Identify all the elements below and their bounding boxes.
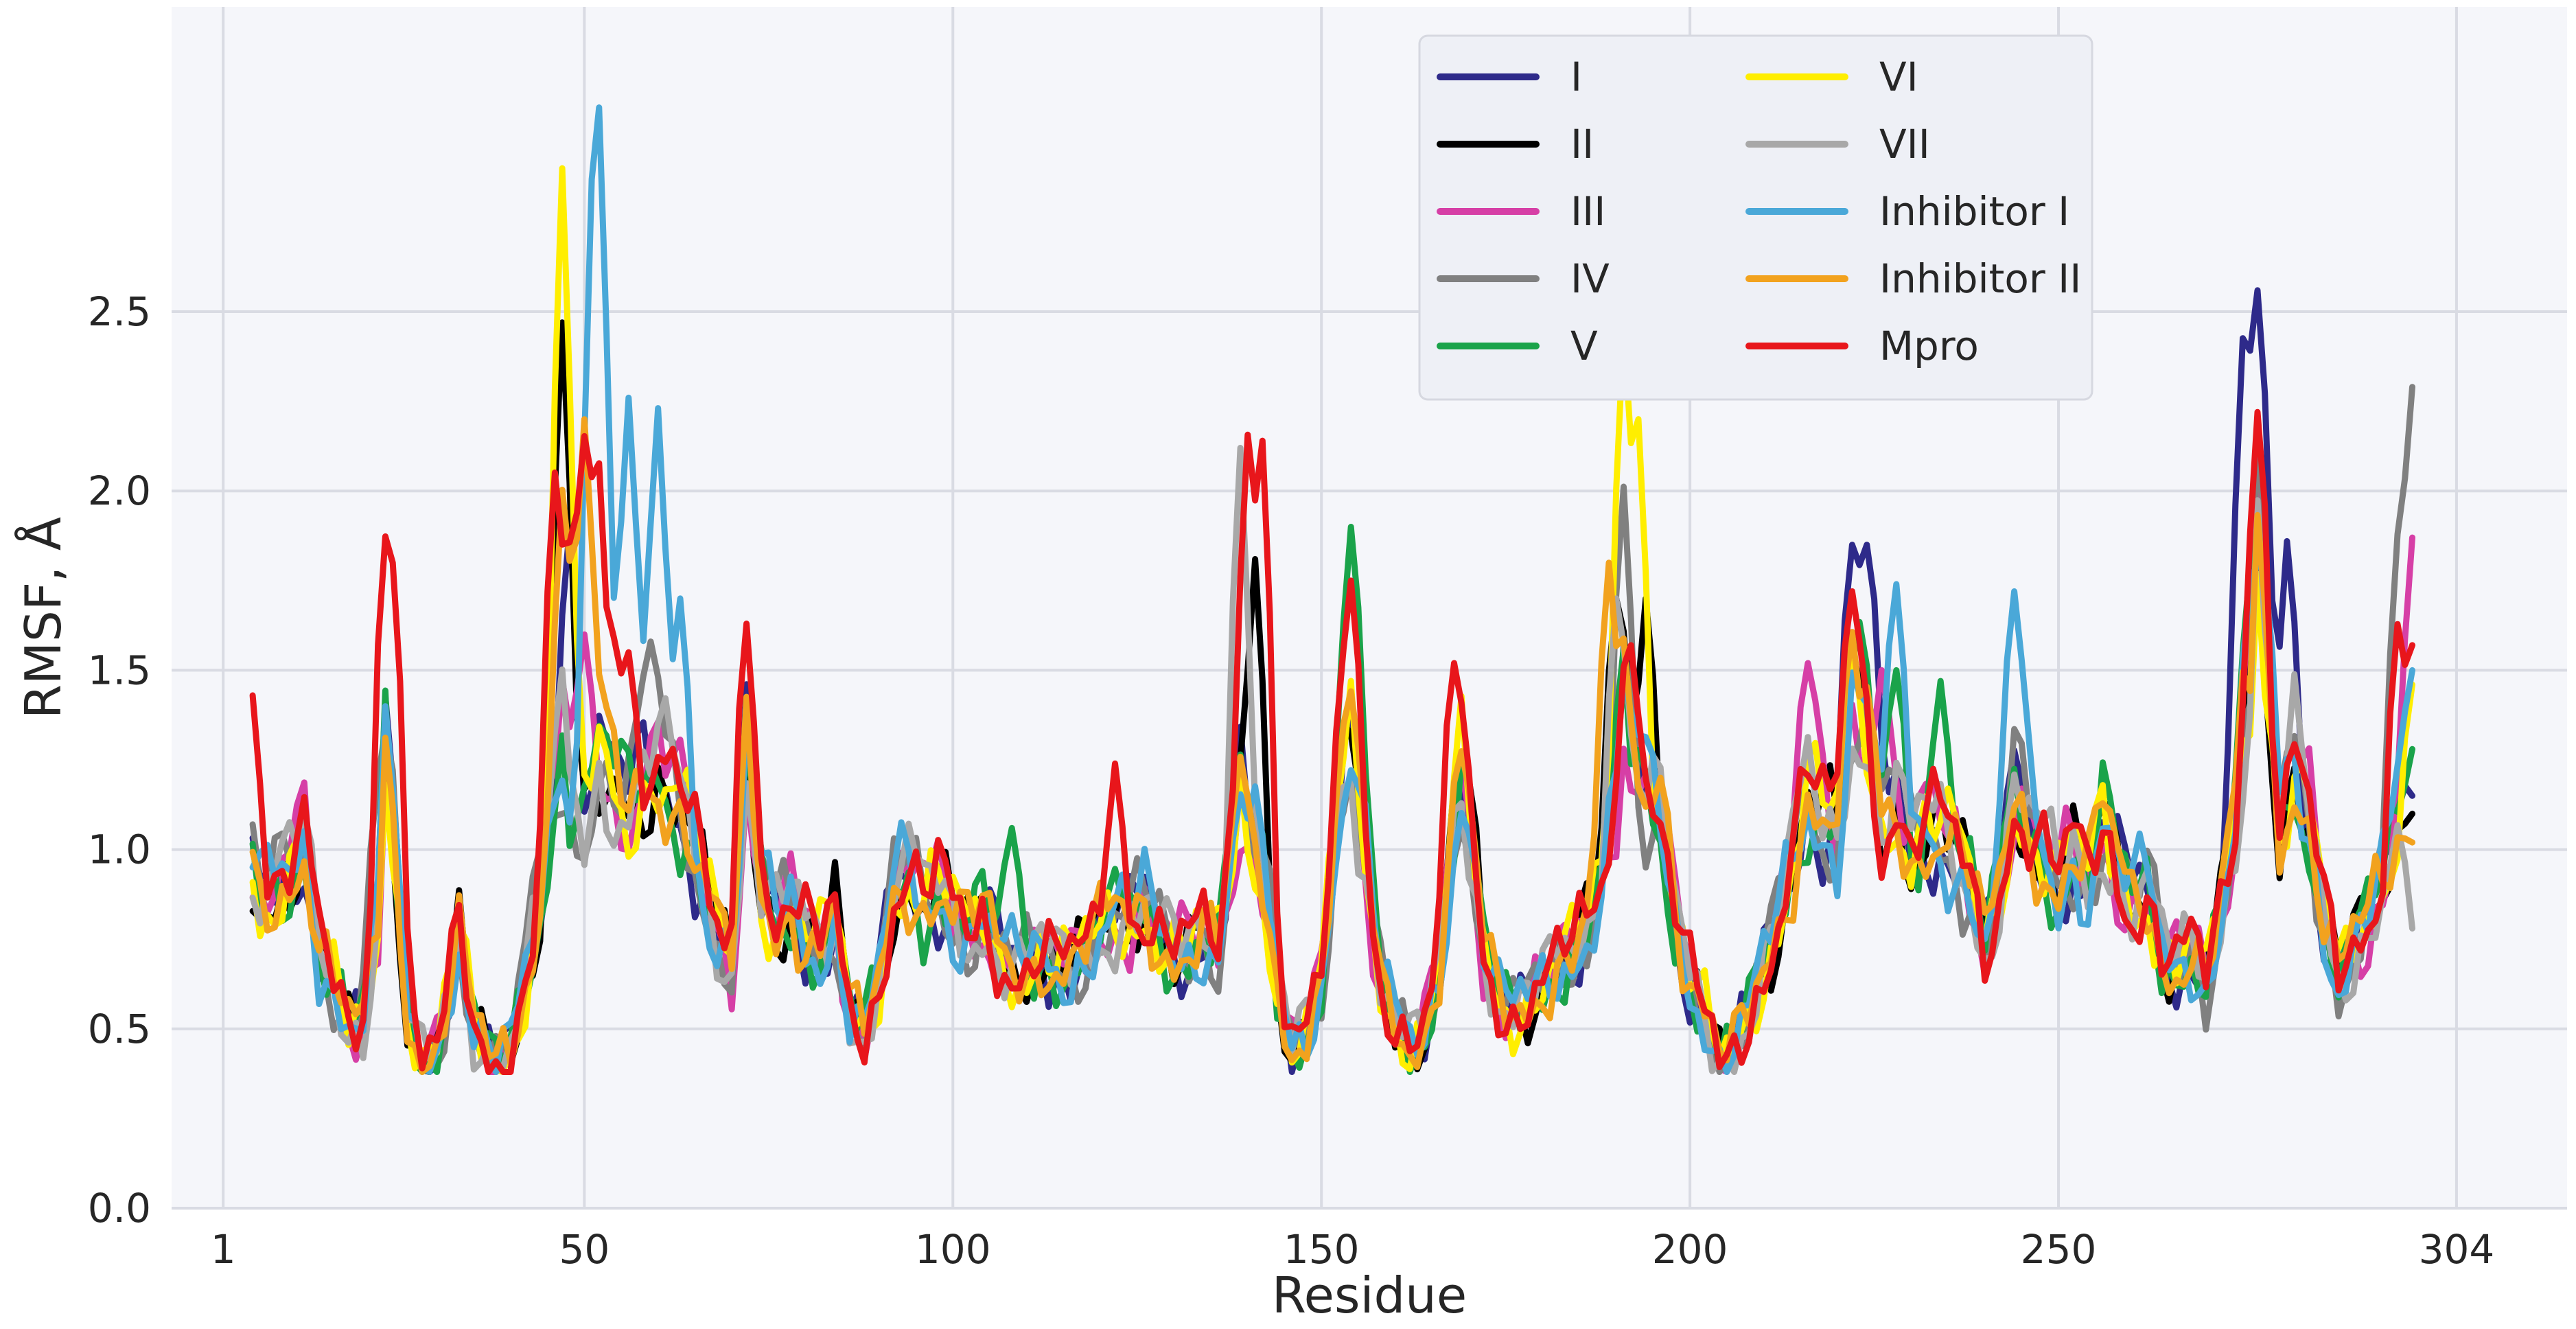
series-line-mpro [249, 408, 2415, 1075]
y-tick-label: 2.5 [88, 288, 151, 335]
x-tick-label: 1 [211, 1226, 236, 1273]
legend-item: II [1437, 121, 1594, 167]
legend-label: III [1570, 188, 1605, 235]
x-tick-label: 50 [559, 1226, 610, 1273]
y-tick-labels: 0.0 0.5 1.0 1.5 2.0 2.5 [88, 288, 151, 1232]
legend-label: II [1570, 121, 1594, 167]
y-tick-label: 0.0 [88, 1185, 151, 1232]
legend-item: I [1437, 54, 1582, 100]
x-tick-label: 100 [915, 1226, 991, 1273]
legend-item: IV [1437, 255, 1610, 302]
legend-label: Mpro [1879, 323, 1979, 369]
x-tick-label: 200 [1652, 1226, 1728, 1273]
x-tick-label: 304 [2419, 1226, 2495, 1273]
legend-item: Inhibitor II [1745, 255, 2081, 302]
x-tick-label: 250 [2021, 1226, 2097, 1273]
legend-item: VII [1745, 121, 1930, 167]
x-tick-label: 150 [1284, 1226, 1360, 1273]
legend-label: V [1570, 323, 1598, 369]
legend-item: Inhibitor I [1745, 188, 2069, 235]
legend-item: III [1437, 188, 1605, 235]
y-tick-label: 1.5 [88, 647, 151, 693]
legend-label: IV [1570, 255, 1610, 302]
legend-label: Inhibitor I [1879, 188, 2069, 235]
legend-label: I [1570, 54, 1582, 100]
legend-box [1418, 34, 2093, 401]
legend-label: Inhibitor II [1879, 255, 2081, 302]
legend-item: VI [1745, 54, 1918, 100]
x-axis-title: Residue [1272, 1267, 1467, 1324]
legend-label: VI [1879, 54, 1918, 100]
legend-item: Mpro [1745, 323, 1979, 369]
y-tick-label: 0.5 [88, 1006, 151, 1052]
legend-label: VII [1879, 121, 1930, 167]
y-tick-label: 1.0 [88, 827, 151, 873]
x-tick-labels: 1 50 100 150 200 250 304 [211, 1226, 2495, 1273]
y-tick-label: 2.0 [88, 467, 151, 514]
legend-item: V [1437, 323, 1598, 369]
y-axis-title: RMSF, Å [14, 517, 72, 719]
series-lines [249, 104, 2415, 1075]
